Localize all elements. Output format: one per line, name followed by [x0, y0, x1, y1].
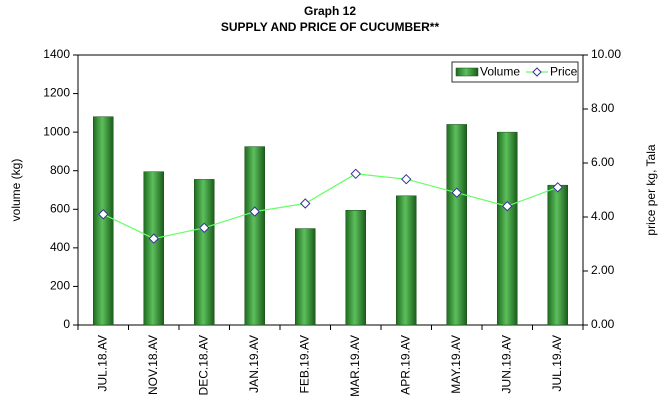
bar: [497, 131, 518, 326]
y-tick-label: 200: [50, 279, 70, 293]
bar: [295, 228, 316, 326]
x-tick-label: NOV.18.AV: [146, 335, 160, 395]
price-marker: [199, 222, 210, 234]
legend-swatch: [455, 67, 479, 77]
price-marker: [401, 173, 412, 185]
y-tick-label: 600: [50, 201, 70, 215]
bar: [446, 124, 467, 326]
x-tick-label: DEC.18.AV: [196, 335, 210, 395]
y2-tick-label: 2.00: [591, 263, 615, 277]
price-marker: [98, 209, 109, 220]
legend-box: [451, 61, 579, 83]
bar: [547, 184, 568, 326]
price-marker: [350, 168, 361, 180]
bar: [396, 195, 417, 326]
bar: [244, 146, 265, 326]
y-tick-label: 1400: [43, 47, 70, 61]
y2-tick-label: 4.00: [591, 209, 615, 223]
x-tick-label: APR.19.AV: [398, 335, 412, 395]
price-marker: [552, 182, 563, 193]
x-tick-label: FEB.19.AV: [297, 335, 311, 393]
legend-marker: [532, 67, 542, 77]
legend-label: Price: [550, 65, 578, 79]
price-marker: [502, 200, 513, 212]
y-tick-label: 0: [63, 317, 70, 331]
y-tick-label: 1200: [43, 86, 70, 100]
bar: [93, 116, 114, 326]
bar: [143, 171, 164, 326]
x-tick-label: JUL.19.AV: [550, 335, 564, 391]
price-marker: [451, 187, 462, 198]
y-axis-label: volume (kg): [9, 159, 23, 222]
price-marker: [249, 206, 260, 217]
x-tick-label: MAY.19.AV: [449, 335, 463, 394]
y2-tick-label: 10.00: [591, 47, 621, 61]
bar: [345, 210, 366, 326]
y2-tick-label: 6.00: [591, 155, 615, 169]
y2-tick-label: 0.00: [591, 317, 615, 331]
chart-title: Graph 12: [304, 4, 356, 18]
price-marker: [300, 198, 311, 209]
bar: [194, 179, 215, 326]
x-tick-label: JUL.18.AV: [95, 335, 109, 391]
y-tick-label: 400: [50, 240, 70, 254]
price-marker: [148, 233, 159, 244]
price-line: [102, 173, 558, 240]
y2-tick-label: 8.00: [591, 101, 615, 115]
chart-subtitle: SUPPLY AND PRICE OF CUCUMBER**: [221, 20, 440, 34]
y-tick-label: 1000: [43, 124, 70, 138]
x-tick-label: JUN.19.AV: [499, 335, 513, 393]
x-tick-label: JAN.19.AV: [247, 335, 261, 393]
y2-axis-label: price per kg, Tala: [644, 144, 658, 235]
legend-label: Volume: [480, 65, 520, 79]
x-tick-label: MAR.19.AV: [348, 335, 362, 397]
y-tick-label: 800: [50, 163, 70, 177]
